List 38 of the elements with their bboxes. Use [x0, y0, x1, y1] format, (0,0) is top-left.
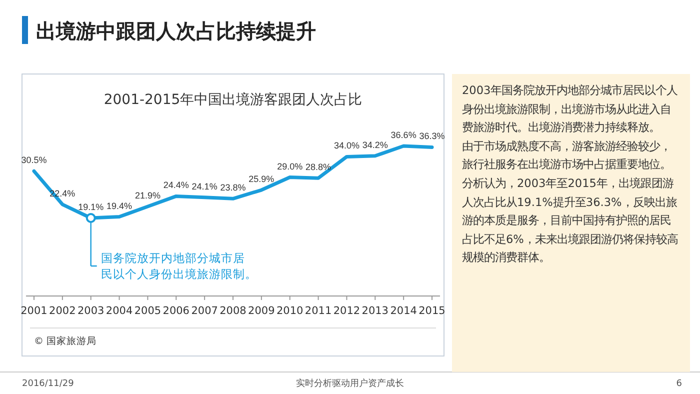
text: 由于市场成熟度不高，游客旅游经验较少，旅行社服务在出境游市场中占据重要地位。分析认为，2003年至2015年，出境跟团游人次占比从19.1%提升至36.3%，反映出旅游的本质是服务，目前中国持有护照的居民占比不足6%，未来出境跟团游仍将保持较高规模的消费群体。: [462, 138, 679, 266]
x-tick-label: 2012: [333, 305, 360, 317]
text: © 国家旅游局: [34, 335, 97, 347]
x-tick-label: 2003: [77, 305, 104, 317]
data-label: 19.4%: [106, 200, 132, 211]
x-tick-label: 2007: [191, 305, 218, 317]
text: 2016/11/29: [22, 379, 74, 389]
data-label: 19.1%: [78, 202, 104, 212]
data-label: 29.0%: [277, 161, 303, 172]
chart-title: 出境游中跟团人次占比持续提升: [36, 19, 316, 43]
data-label: 23.8%: [220, 182, 246, 193]
data-label: 30.5%: [21, 155, 47, 166]
text: 实时分析驱动用户资产成长: [296, 378, 404, 389]
data-label: 36.3%: [419, 131, 445, 142]
x-tick-label: 2002: [49, 305, 76, 317]
x-tick-label: 2013: [362, 305, 389, 317]
data-label: 36.6%: [390, 130, 416, 140]
data-label: 34.0%: [334, 140, 360, 151]
data-label: 24.4%: [163, 180, 189, 190]
x-tick-label: 2014: [390, 305, 418, 317]
x-tick-label: 2009: [248, 305, 275, 317]
x-tick-label: 2005: [134, 305, 162, 317]
x-tick-label: 2011: [304, 305, 332, 317]
data-label: 25.9%: [248, 174, 274, 184]
text: 2003年国务院放开内地部分城市居民以个人身份出境旅游限制，出境游市场从此进入自费旅游时代。出境游消费潜力持续释放。: [462, 83, 679, 136]
data-label: 28.8%: [306, 162, 332, 172]
x-tick-label: 2006: [162, 305, 190, 317]
x-tick-label: 2008: [220, 305, 246, 317]
data-label: 21.9%: [134, 190, 160, 200]
annotation: 国务院放开内地部分城市居民以个人身份出境旅游限制。: [100, 251, 257, 281]
x-tick-label: 2010: [276, 305, 304, 317]
x-tick-label: 2004: [106, 305, 133, 317]
x-tick-label: 2015: [418, 305, 446, 317]
x-tick-label: 2001: [20, 305, 48, 317]
data-label: 34.2%: [362, 140, 388, 150]
chart-subtitle: 2001-2015年中国出境游客跟团人次占比: [104, 92, 362, 108]
data-label: 24.1%: [192, 181, 218, 192]
text: 6: [676, 379, 682, 389]
